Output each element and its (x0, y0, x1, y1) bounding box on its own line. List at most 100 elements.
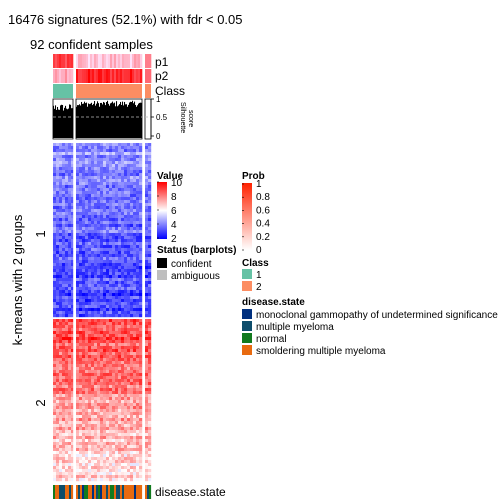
heatmap-cell (148, 263, 152, 267)
heatmap-cell (136, 391, 140, 395)
heatmap-cell (106, 170, 110, 174)
heatmap-cell (109, 185, 113, 189)
heatmap-cell (59, 346, 63, 350)
heatmap-cell (94, 314, 98, 318)
heatmap-cell (130, 337, 134, 341)
heatmap-cell (109, 358, 113, 362)
heatmap-cell (79, 460, 83, 464)
heatmap-cell (133, 436, 137, 440)
heatmap-cell (85, 331, 89, 335)
heatmap-cell (112, 319, 116, 323)
heatmap-cell (76, 424, 80, 428)
heatmap-cell (68, 397, 72, 401)
heatmap-cell (136, 466, 140, 470)
heatmap-cell (56, 218, 60, 222)
heatmap-cell (53, 457, 57, 461)
heatmap-cell (68, 445, 72, 449)
heatmap-cell (148, 245, 152, 249)
heatmap-cell (65, 343, 69, 347)
heatmap-cell (133, 266, 137, 270)
heatmap-cell (139, 403, 143, 407)
heatmap-cell (136, 287, 140, 291)
disease-state-cell (94, 485, 97, 499)
heatmap-cell (145, 385, 149, 389)
heatmap-cell (130, 319, 134, 323)
heatmap-cell (127, 215, 131, 219)
heatmap-cell (65, 218, 69, 222)
heatmap-cell (100, 170, 104, 174)
heatmap-cell (106, 281, 110, 285)
heatmap-cell (148, 206, 152, 210)
heatmap-cell (148, 472, 152, 476)
heatmap-cell (109, 188, 113, 192)
heatmap-cell (62, 227, 66, 231)
heatmap-cell (118, 430, 122, 434)
heatmap-cell (82, 436, 86, 440)
heatmap-cell (68, 143, 72, 147)
heatmap-cell (130, 209, 134, 213)
heatmap-cell (136, 224, 140, 228)
heatmap-cell (85, 349, 89, 353)
p1-track-label: p1 (155, 55, 169, 69)
heatmap-cell (106, 355, 110, 359)
heatmap-cell (103, 311, 107, 315)
heatmap-cell (148, 239, 152, 243)
heatmap-cell (62, 257, 66, 261)
heatmap-cell (62, 325, 66, 329)
heatmap-cell (76, 290, 80, 294)
heatmap-cell (56, 442, 60, 446)
heatmap-cell (88, 475, 92, 479)
heatmap-cell (112, 155, 116, 159)
heatmap-cell (56, 445, 60, 449)
heatmap-cell (79, 314, 83, 318)
heatmap-cell (88, 179, 92, 183)
heatmap-cell (112, 433, 116, 437)
disease-state-cell (134, 485, 137, 499)
heatmap-cell (85, 463, 89, 467)
p2-cell (147, 69, 150, 83)
heatmap-cell (136, 200, 140, 204)
heatmap-cell (112, 466, 116, 470)
heatmap-cell (65, 242, 69, 246)
heatmap-cell (127, 331, 131, 335)
heatmap-cell (100, 266, 104, 270)
heatmap-cell (53, 358, 57, 362)
heatmap-cell (76, 170, 80, 174)
heatmap-cell (53, 275, 57, 279)
heatmap-cell (59, 427, 63, 431)
heatmap-cell (136, 230, 140, 234)
heatmap-cell (97, 364, 101, 368)
heatmap-cell (136, 412, 140, 416)
heatmap-cell (124, 427, 128, 431)
silhouette-bar (91, 102, 93, 138)
heatmap-cell (118, 203, 122, 207)
heatmap-cell (85, 227, 89, 231)
heatmap-cell (59, 299, 63, 303)
heatmap-cell (68, 469, 72, 473)
heatmap-cell (62, 164, 66, 168)
heatmap-cell (148, 328, 152, 332)
heatmap-cell (136, 254, 140, 258)
heatmap-cell (109, 349, 113, 353)
heatmap-cell (109, 206, 113, 210)
heatmap-cell (109, 182, 113, 186)
heatmap-cell (118, 382, 122, 386)
heatmap-cell (145, 427, 149, 431)
heatmap-cell (56, 176, 60, 180)
heatmap-cell (130, 385, 134, 389)
heatmap-cell (82, 376, 86, 380)
heatmap-cell (56, 143, 60, 147)
p2-cell (112, 69, 115, 83)
heatmap-cell (94, 200, 98, 204)
heatmap-cell (76, 266, 80, 270)
heatmap-cell (145, 451, 149, 455)
p1-cell (149, 54, 152, 68)
heatmap-cell (59, 182, 63, 186)
heatmap-cell (112, 385, 116, 389)
heatmap-cell (136, 242, 140, 246)
heatmap-cell (145, 472, 149, 476)
disease-smm-label: smoldering multiple myeloma (256, 346, 386, 357)
heatmap-cell (124, 448, 128, 452)
heatmap-cell (145, 194, 149, 198)
heatmap-cell (76, 269, 80, 273)
